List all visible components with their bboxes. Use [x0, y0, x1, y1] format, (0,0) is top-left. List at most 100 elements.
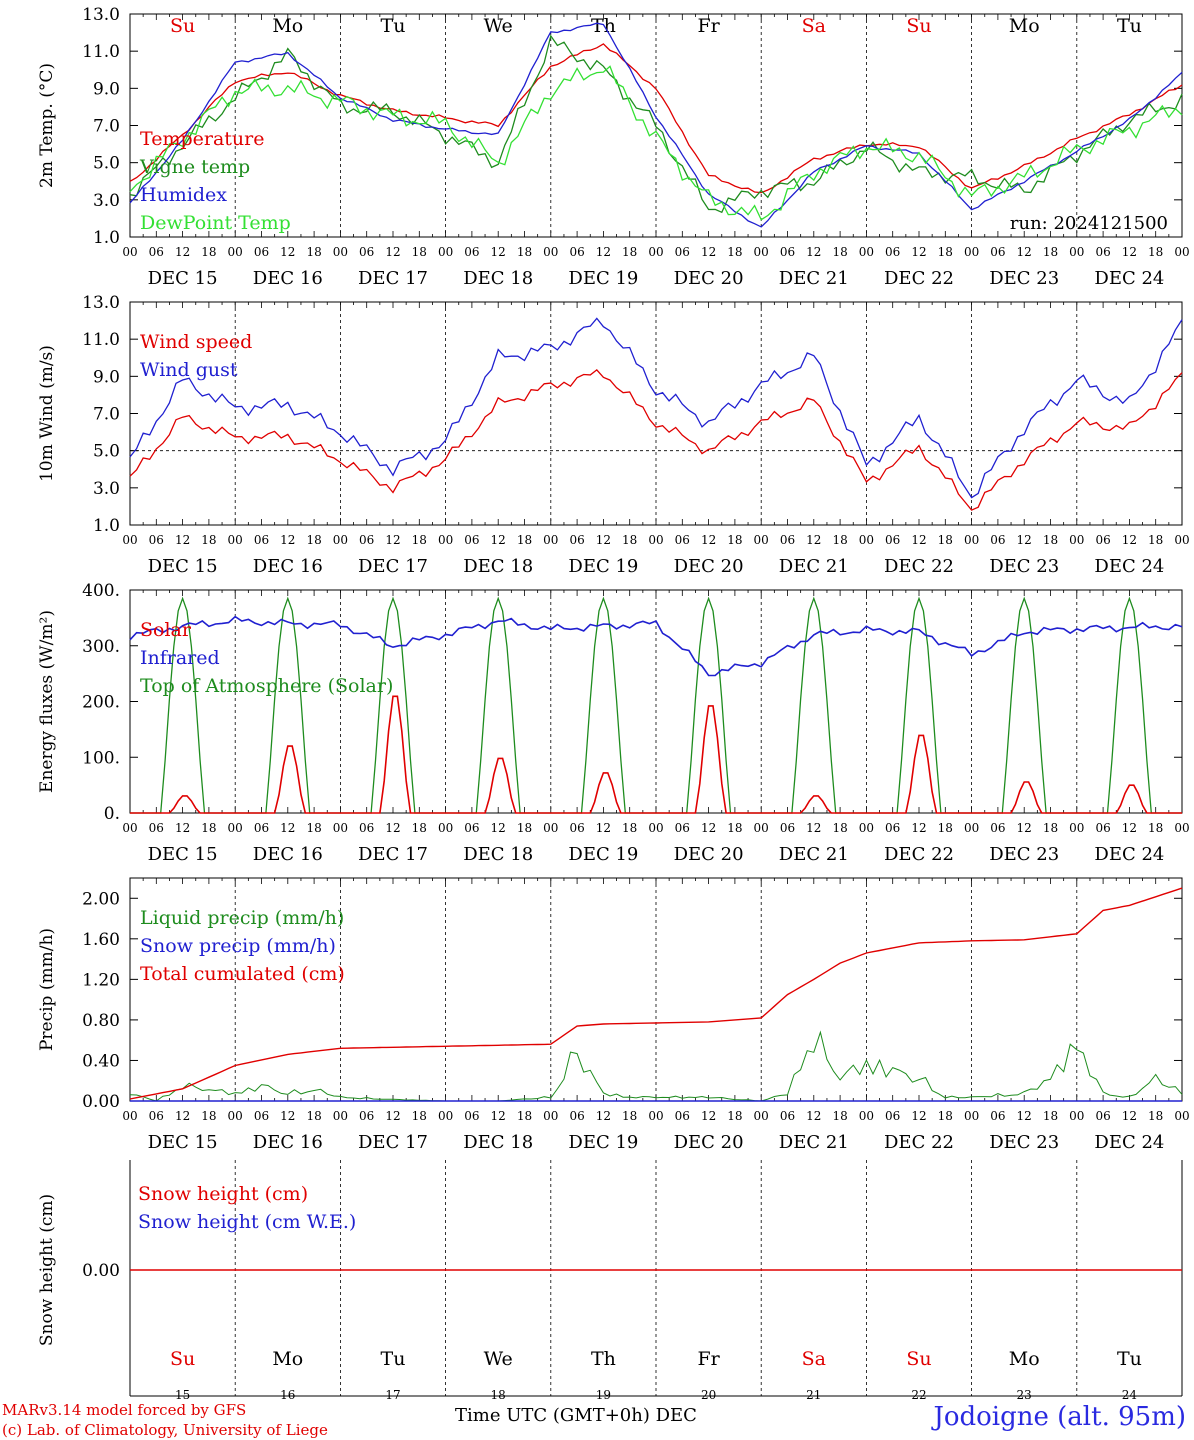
y-axis-label: Energy fluxes (W/m²) [37, 610, 57, 793]
hour-tick-label: 06 [359, 1109, 374, 1123]
y-tick-label: 1.60 [82, 930, 120, 950]
y-tick-label: 5.0 [93, 442, 120, 462]
y-tick-label: 7.0 [93, 117, 120, 137]
hour-tick-label: 12 [701, 1109, 716, 1123]
hour-tick-label: 18 [727, 245, 742, 259]
hour-tick-label: 06 [990, 1109, 1005, 1123]
plot-frame [129, 301, 1183, 526]
hour-tick-label: 18 [1148, 1109, 1163, 1123]
hour-tick-label: 18 [1148, 533, 1163, 547]
hour-tick-label: 00 [859, 1109, 874, 1123]
day-number-label: 18 [491, 1388, 506, 1402]
hour-tick-label: 12 [385, 245, 400, 259]
legend-entry: Snow precip (mm/h) [140, 935, 336, 957]
date-label: DEC 23 [989, 556, 1059, 577]
weekday-label: Mo [272, 1348, 303, 1370]
hour-tick-label: 00 [228, 821, 243, 835]
hour-tick-label: 12 [1122, 1109, 1137, 1123]
hour-tick-label: 12 [806, 1109, 821, 1123]
date-label: DEC 18 [463, 556, 533, 577]
day-number-label: 19 [596, 1388, 611, 1402]
weekday-label: Su [170, 15, 195, 37]
legend-entry: Snow height (cm) [138, 1183, 308, 1205]
legend-entry: Humidex [140, 184, 227, 206]
panel-1: 1.0 3.0 5.0 7.0 9.0 11.0 13.0 2m Temp. (°C) Su Mo… [37, 5, 1190, 289]
y-tick-label: 3.0 [93, 479, 120, 499]
date-label: DEC 15 [148, 1132, 218, 1153]
hour-tick-label: 12 [701, 821, 716, 835]
hour-tick-label: 12 [280, 533, 295, 547]
date-label: DEC 24 [1094, 556, 1164, 577]
hour-tick-label: 06 [359, 245, 374, 259]
y-tick-label: 0.80 [82, 1011, 120, 1031]
weekday-label: We [484, 1348, 513, 1370]
hour-tick-label: 18 [306, 1109, 321, 1123]
panel-2: 1.0 3.0 5.0 7.0 9.0 11.0 13.0 10m Wind (m/s) Win… [37, 293, 1190, 577]
date-label: DEC 24 [1094, 844, 1164, 865]
date-label: DEC 21 [779, 556, 849, 577]
date-label: DEC 19 [568, 1132, 638, 1153]
hour-tick-label: 18 [1043, 245, 1058, 259]
date-label: DEC 22 [884, 1132, 954, 1153]
y-tick-label: 0.00 [82, 1261, 120, 1281]
hour-tick-label: 00 [648, 1109, 663, 1123]
hour-tick-label: 18 [1043, 533, 1058, 547]
hour-tick-label: 00 [859, 245, 874, 259]
legend-entry: DewPoint Temp [140, 212, 291, 234]
hour-tick-label: 18 [412, 821, 427, 835]
hour-tick-label: 00 [1174, 821, 1189, 835]
hour-tick-label: 18 [1043, 1109, 1058, 1123]
legend-entry: Wind speed [140, 331, 252, 353]
hour-tick-label: 18 [622, 821, 637, 835]
hour-tick-label: 18 [1043, 821, 1058, 835]
series-vigne-temp [129, 34, 1183, 214]
hour-tick-label: 06 [464, 245, 479, 259]
hour-tick-label: 18 [938, 821, 953, 835]
hour-tick-label: 06 [359, 533, 374, 547]
series-total-cumulated [129, 887, 1183, 1100]
hour-tick-label: 00 [333, 1109, 348, 1123]
day-number-label: 21 [806, 1388, 821, 1402]
date-label: DEC 22 [884, 844, 954, 865]
hour-tick-label: 06 [464, 1109, 479, 1123]
hour-tick-label: 18 [517, 533, 532, 547]
panel-4: 0.00 0.40 0.80 1.20 1.60 2.00 Precip (mm/h) Liq… [37, 877, 1190, 1153]
weekday-label: Mo [1009, 1348, 1040, 1370]
location-title: Jodoigne (alt. 95m) [933, 1402, 1186, 1432]
hour-tick-label: 18 [832, 533, 847, 547]
series-liquid-precip [129, 1030, 1183, 1102]
y-tick-label: 100. [82, 748, 120, 768]
y-tick-label: 7.0 [93, 405, 120, 425]
y-axis-label: Precip (mm/h) [37, 928, 57, 1051]
hour-tick-label: 06 [885, 821, 900, 835]
model-credit: MARv3.14 model forced by GFS [2, 1401, 247, 1419]
time-axis-title: Time UTC (GMT+0h) DEC [455, 1405, 697, 1426]
y-tick-label: 13.0 [82, 5, 120, 25]
hour-tick-label: 18 [1148, 821, 1163, 835]
hour-tick-label: 12 [1017, 821, 1032, 835]
hour-tick-label: 12 [596, 821, 611, 835]
hour-tick-label: 00 [122, 245, 137, 259]
date-label: DEC 17 [358, 1132, 428, 1153]
hour-tick-label: 12 [806, 245, 821, 259]
hour-tick-label: 12 [1017, 245, 1032, 259]
date-label: DEC 24 [1094, 1132, 1164, 1153]
hour-tick-label: 06 [780, 533, 795, 547]
hour-tick-label: 00 [122, 533, 137, 547]
hour-tick-label: 12 [701, 245, 716, 259]
y-tick-label: 300. [82, 637, 120, 657]
hour-tick-label: 12 [280, 821, 295, 835]
hour-tick-label: 06 [569, 1109, 584, 1123]
hour-tick-label: 18 [832, 1109, 847, 1123]
hour-tick-label: 06 [990, 533, 1005, 547]
hour-tick-label: 06 [990, 245, 1005, 259]
date-label: DEC 16 [253, 844, 323, 865]
y-tick-label: 1.20 [82, 970, 120, 990]
y-tick-label: 2.00 [82, 889, 120, 909]
hour-tick-label: 12 [1017, 1109, 1032, 1123]
hour-tick-label: 00 [1174, 245, 1189, 259]
hour-tick-label: 00 [543, 533, 558, 547]
hour-tick-label: 00 [859, 533, 874, 547]
date-label: DEC 16 [253, 268, 323, 289]
